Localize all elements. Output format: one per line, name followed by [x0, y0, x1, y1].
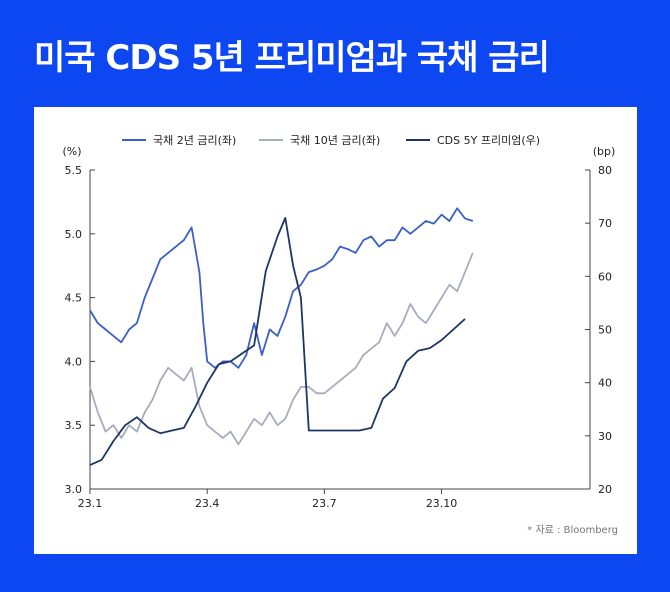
right-tick-label: 60 [598, 270, 612, 283]
x-tick-label: 23.1 [78, 497, 103, 510]
right-tick-label: 40 [598, 377, 612, 390]
legend-label-3: CDS 5Y 프리미엄(우) [437, 134, 540, 147]
chart-panel: 3.0 3.5 4.0 4.5 5.0 5.5 20 30 40 50 60 70 80 23.1 23.4… [34, 107, 637, 554]
page-title: 미국 CDS 5년 프리미엄과 국채 금리 [34, 38, 550, 78]
right-tick-label: 20 [598, 483, 612, 496]
left-axis-label: (%) [62, 145, 81, 158]
right-tick-label: 50 [598, 324, 612, 337]
source-note: * 자료 : Bloomberg [527, 524, 618, 536]
left-tick-label: 3.5 [65, 419, 83, 432]
series-line-1 [89, 207, 474, 369]
series-line-3 [89, 217, 466, 466]
x-tick-label: 23.7 [312, 497, 337, 510]
legend-label-2: 국채 10년 금리(좌) [290, 134, 380, 147]
left-tick-label: 5.0 [65, 228, 83, 241]
left-tick-label: 5.5 [65, 164, 83, 177]
right-axis-label: (bp) [593, 145, 616, 158]
right-tick-label: 80 [598, 164, 612, 177]
left-tick-label: 3.0 [65, 483, 83, 496]
right-tick-label: 70 [598, 217, 612, 230]
x-tick-label: 23.10 [426, 497, 458, 510]
line-chart: 3.0 3.5 4.0 4.5 5.0 5.5 20 30 40 50 60 70 80 23.1 23.4… [62, 134, 618, 536]
left-tick-label: 4.5 [65, 292, 83, 305]
series-line-2 [89, 252, 474, 446]
x-tick-label: 23.4 [195, 497, 220, 510]
legend-label-1: 국채 2년 금리(좌) [153, 134, 236, 147]
left-tick-label: 4.0 [65, 355, 83, 368]
right-tick-label: 30 [598, 430, 612, 443]
